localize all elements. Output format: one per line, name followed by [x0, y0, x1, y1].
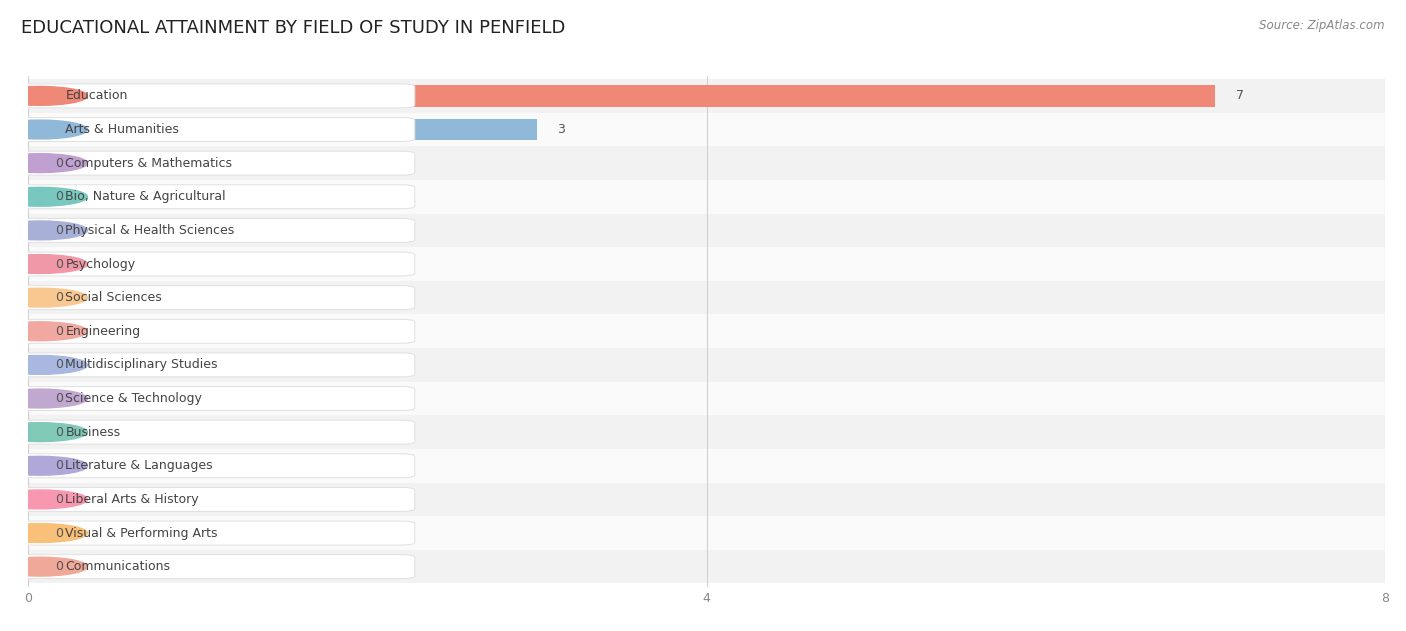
FancyBboxPatch shape [14, 420, 415, 444]
FancyBboxPatch shape [14, 353, 415, 377]
Bar [0, 382, 1406, 415]
Text: Communications: Communications [66, 560, 170, 573]
Bar [28, 119, 537, 141]
Circle shape [0, 322, 87, 341]
Bar [28, 556, 35, 577]
Text: Literature & Languages: Literature & Languages [66, 459, 214, 472]
Bar [28, 220, 35, 241]
Bar [0, 483, 1406, 516]
Text: Science & Technology: Science & Technology [66, 392, 202, 405]
Text: Multidisciplinary Studies: Multidisciplinary Studies [66, 358, 218, 372]
FancyBboxPatch shape [14, 454, 415, 478]
Text: 0: 0 [55, 156, 63, 170]
Circle shape [0, 456, 87, 475]
FancyBboxPatch shape [14, 218, 415, 242]
Text: 0: 0 [55, 191, 63, 203]
Bar [0, 180, 1406, 213]
Text: Liberal Arts & History: Liberal Arts & History [66, 493, 200, 506]
Circle shape [0, 86, 87, 105]
Bar [28, 422, 35, 443]
Text: 0: 0 [55, 392, 63, 405]
Text: Arts & Humanities: Arts & Humanities [66, 123, 180, 136]
Text: 0: 0 [55, 291, 63, 304]
Text: 0: 0 [55, 526, 63, 540]
Bar [28, 321, 35, 342]
Bar [0, 348, 1406, 382]
Text: 7: 7 [1236, 90, 1244, 102]
Bar [28, 253, 35, 275]
Bar [28, 85, 1215, 107]
Text: 0: 0 [55, 224, 63, 237]
Circle shape [0, 120, 87, 139]
Bar [0, 550, 1406, 584]
Bar [0, 314, 1406, 348]
Text: Engineering: Engineering [66, 325, 141, 338]
Bar [28, 286, 35, 309]
Text: Visual & Performing Arts: Visual & Performing Arts [66, 526, 218, 540]
FancyBboxPatch shape [14, 185, 415, 209]
Bar [0, 516, 1406, 550]
Circle shape [0, 557, 87, 576]
Circle shape [0, 254, 87, 273]
Text: 0: 0 [55, 325, 63, 338]
Bar [0, 415, 1406, 449]
Bar [0, 146, 1406, 180]
Bar [28, 152, 35, 174]
FancyBboxPatch shape [14, 387, 415, 411]
Circle shape [0, 288, 87, 307]
Text: 0: 0 [55, 426, 63, 439]
Text: 0: 0 [55, 257, 63, 271]
Bar [28, 186, 35, 208]
Bar [0, 247, 1406, 281]
Bar [0, 281, 1406, 314]
Text: Computers & Mathematics: Computers & Mathematics [66, 156, 232, 170]
Bar [0, 213, 1406, 247]
Bar [0, 449, 1406, 483]
Text: EDUCATIONAL ATTAINMENT BY FIELD OF STUDY IN PENFIELD: EDUCATIONAL ATTAINMENT BY FIELD OF STUDY… [21, 19, 565, 37]
Bar [0, 79, 1406, 113]
Text: 0: 0 [55, 560, 63, 573]
Bar [28, 522, 35, 544]
FancyBboxPatch shape [14, 487, 415, 511]
FancyBboxPatch shape [14, 151, 415, 175]
FancyBboxPatch shape [14, 319, 415, 343]
Circle shape [0, 154, 87, 172]
FancyBboxPatch shape [14, 84, 415, 108]
Text: Education: Education [66, 90, 128, 102]
Text: 0: 0 [55, 459, 63, 472]
FancyBboxPatch shape [14, 286, 415, 310]
Text: 0: 0 [55, 358, 63, 372]
Text: Social Sciences: Social Sciences [66, 291, 162, 304]
Text: Business: Business [66, 426, 121, 439]
FancyBboxPatch shape [14, 252, 415, 276]
Circle shape [0, 355, 87, 374]
Bar [28, 455, 35, 476]
Circle shape [0, 490, 87, 509]
Text: 3: 3 [557, 123, 565, 136]
Circle shape [0, 389, 87, 408]
Text: Bio, Nature & Agricultural: Bio, Nature & Agricultural [66, 191, 226, 203]
Circle shape [0, 524, 87, 543]
Text: 0: 0 [55, 493, 63, 506]
Bar [0, 113, 1406, 146]
Text: Psychology: Psychology [66, 257, 135, 271]
Circle shape [0, 187, 87, 206]
Bar [28, 488, 35, 510]
FancyBboxPatch shape [14, 117, 415, 141]
FancyBboxPatch shape [14, 555, 415, 579]
Circle shape [0, 221, 87, 240]
Circle shape [0, 423, 87, 442]
Text: Source: ZipAtlas.com: Source: ZipAtlas.com [1260, 19, 1385, 32]
FancyBboxPatch shape [14, 521, 415, 545]
Bar [28, 354, 35, 376]
Text: Physical & Health Sciences: Physical & Health Sciences [66, 224, 235, 237]
Bar [28, 387, 35, 410]
